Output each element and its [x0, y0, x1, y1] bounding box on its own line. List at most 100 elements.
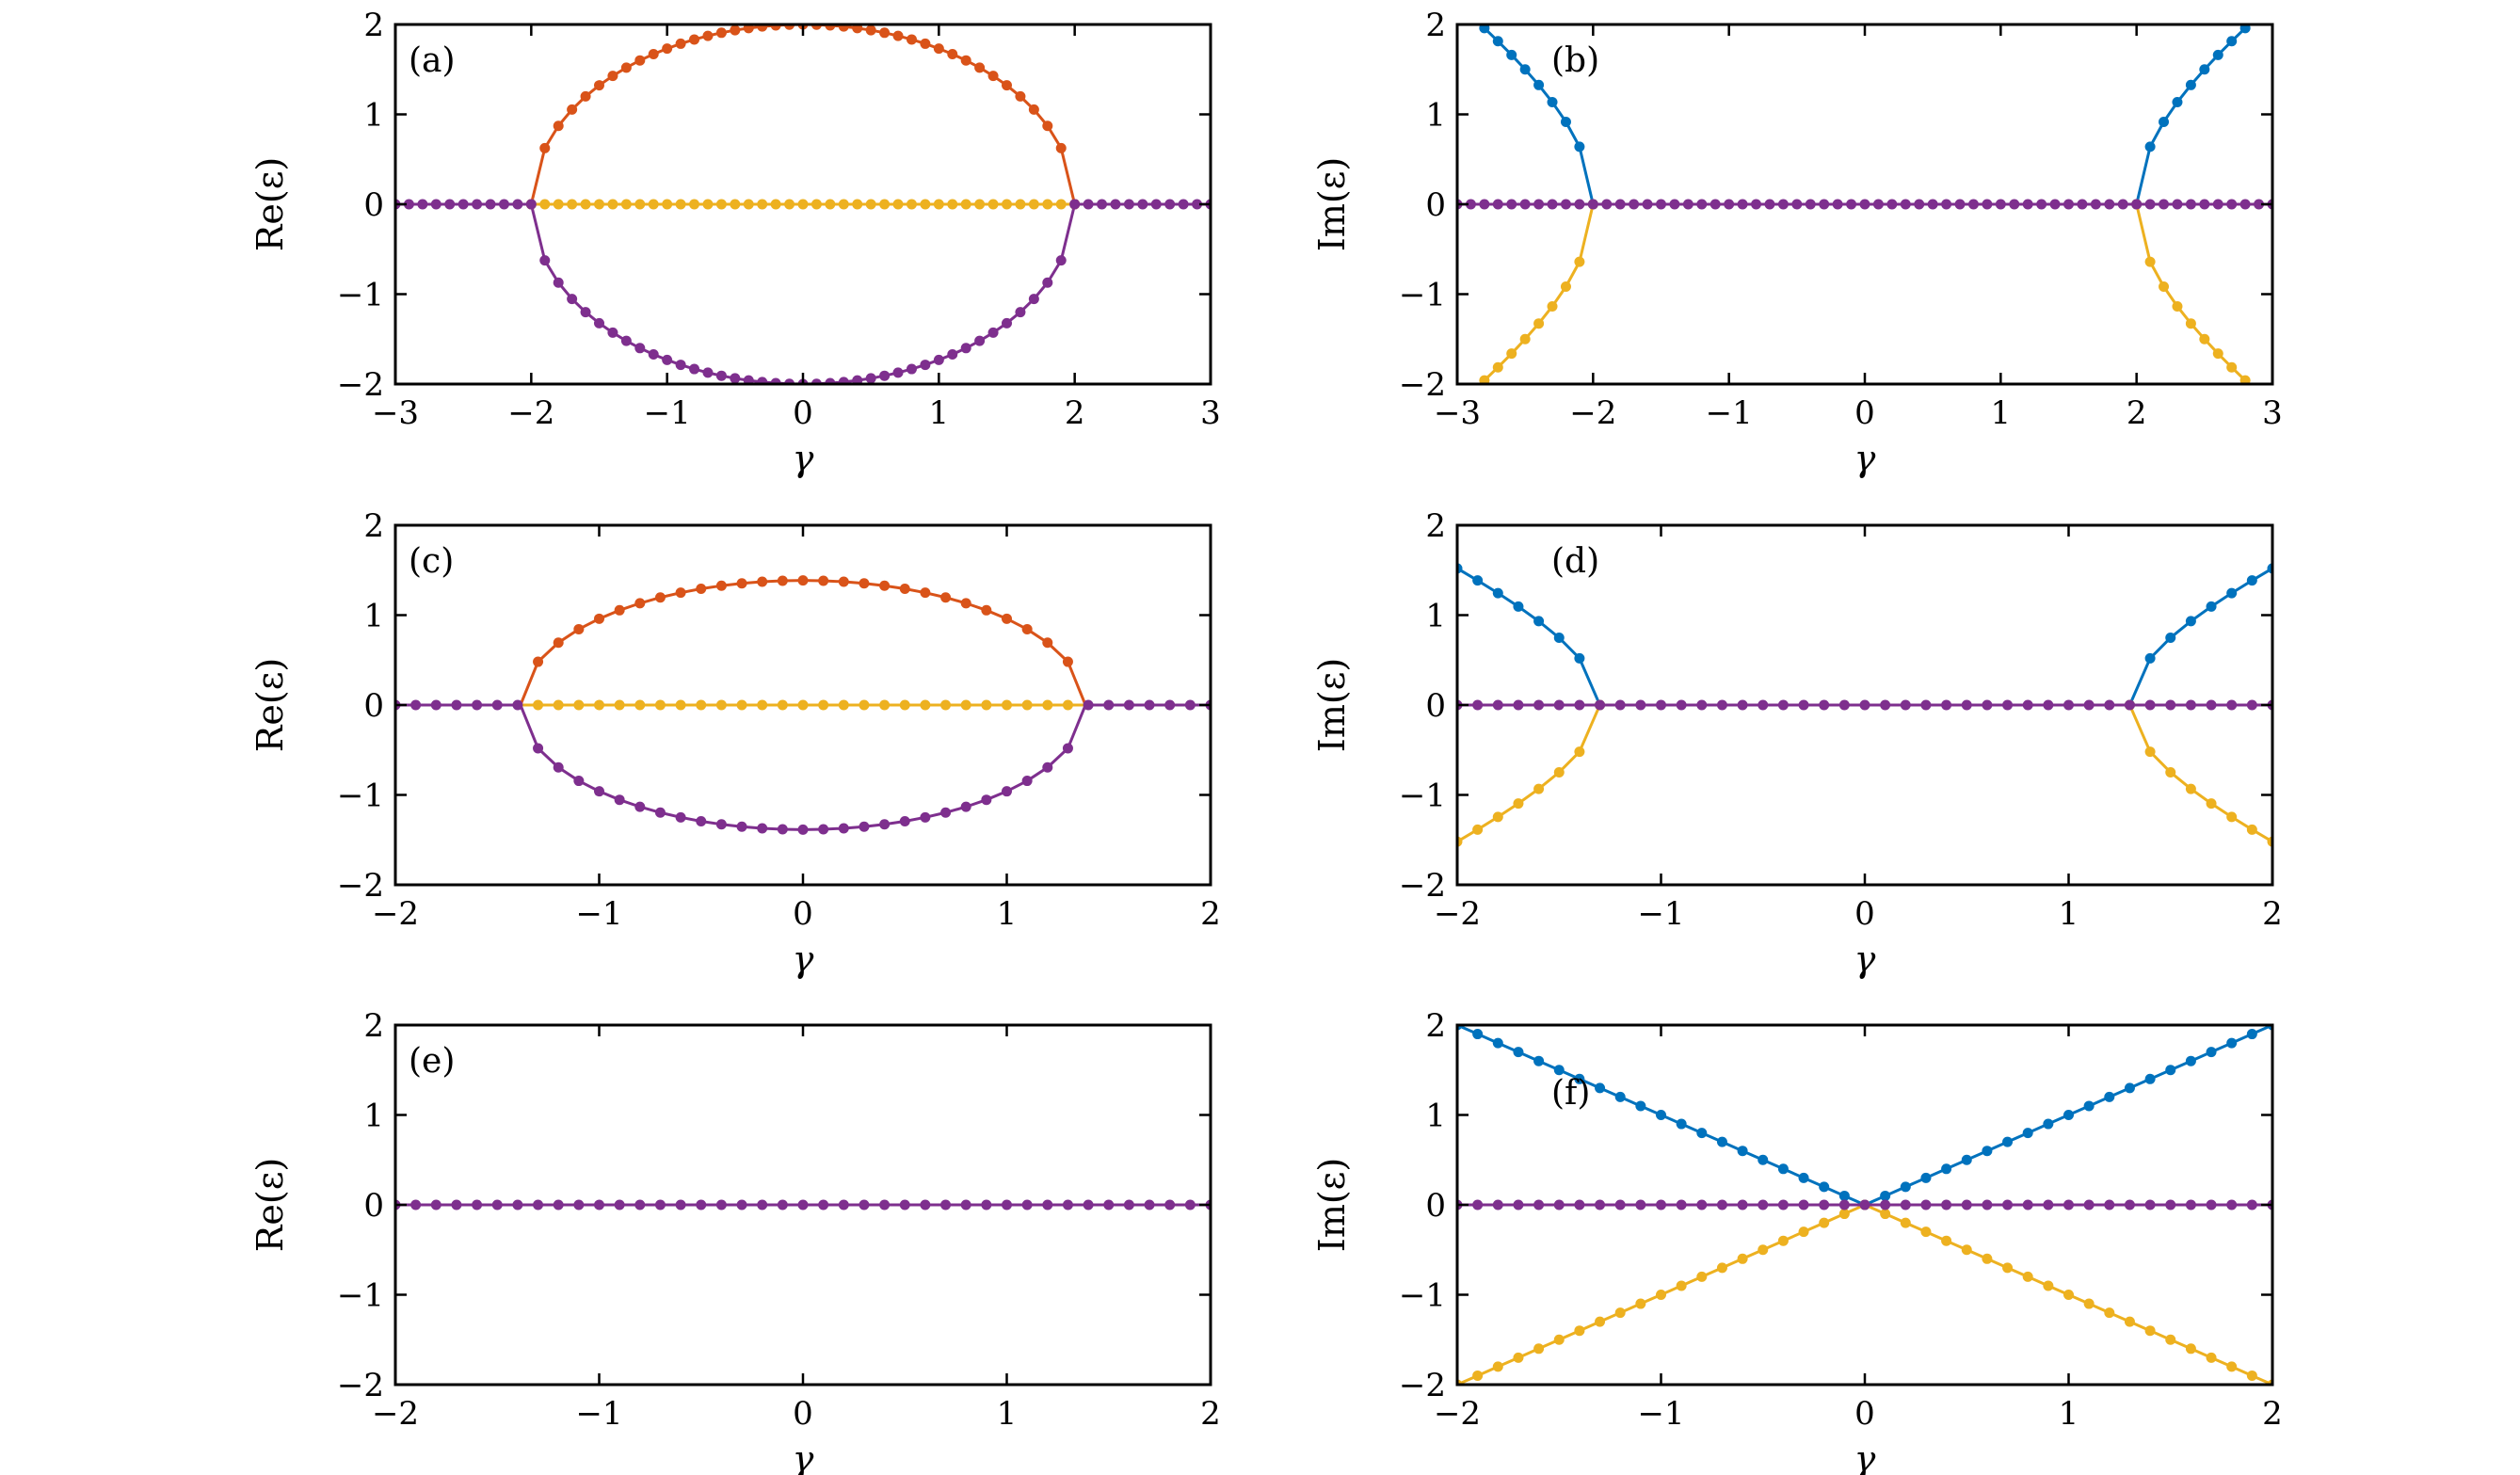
data-point [2199, 333, 2210, 345]
data-point [1021, 699, 1033, 711]
data-point [2226, 1361, 2238, 1372]
data-point [472, 699, 483, 711]
data-point [1614, 199, 1626, 210]
data-point [654, 1199, 666, 1210]
data-point [1961, 1154, 1972, 1165]
data-point [2022, 699, 2033, 711]
data-point [933, 199, 944, 210]
data-point [2144, 1325, 2156, 1337]
data-point [2077, 199, 2088, 210]
data-point [1553, 1334, 1565, 1345]
data-point [1819, 199, 1830, 210]
data-point [1492, 199, 1503, 210]
data-point [580, 199, 591, 210]
data-point [1513, 1352, 1524, 1363]
data-point [662, 199, 673, 210]
data-point [1192, 199, 1203, 210]
data-point [654, 699, 666, 711]
data-point [2083, 1100, 2095, 1112]
data-point [2063, 699, 2074, 711]
data-point [715, 199, 727, 210]
x-tick-label: 0 [793, 394, 813, 432]
data-point [594, 199, 604, 210]
data-point [736, 578, 747, 589]
data-point [1846, 199, 1857, 210]
data-point [2212, 199, 2223, 210]
data-point [539, 255, 551, 266]
x-tick-label: 2 [2127, 394, 2147, 432]
data-point [702, 367, 714, 378]
x-tick-label: −1 [1637, 895, 1684, 933]
series-line [519, 579, 1087, 706]
data-point [838, 24, 849, 32]
data-point [1758, 699, 1769, 711]
data-point [1533, 1055, 1545, 1066]
data-point [1028, 294, 1039, 305]
data-point [634, 598, 646, 609]
data-point [1547, 199, 1558, 210]
data-point [525, 199, 537, 210]
data-point [410, 699, 422, 711]
x-tick-label: 1 [1991, 394, 2012, 432]
data-point [1062, 1199, 1073, 1210]
data-point [2144, 1073, 2156, 1084]
data-point [1961, 1244, 1972, 1256]
data-point [472, 1199, 483, 1210]
data-point [1453, 0, 1463, 8]
data-point [2002, 1136, 2014, 1147]
data-point [940, 807, 952, 818]
data-point [743, 24, 754, 34]
data-point [2239, 199, 2251, 210]
data-point [512, 699, 523, 711]
data-point [1758, 1199, 1769, 1210]
data-point [2043, 1199, 2054, 1210]
data-point [1123, 1199, 1134, 1210]
data-point [1506, 199, 1517, 210]
plot-area [1453, 0, 2272, 384]
data-point [1595, 699, 1606, 711]
data-point [1533, 616, 1545, 627]
data-point [2212, 49, 2223, 60]
x-axis-label: γ [1854, 438, 1876, 479]
data-point [2165, 1334, 2176, 1345]
data-point [770, 199, 781, 210]
data-point [573, 1199, 585, 1210]
x-tick-label: 3 [1200, 394, 1221, 432]
x-tick-label: −1 [1706, 394, 1753, 432]
data-point [1028, 104, 1039, 115]
data-point [2226, 36, 2238, 47]
data-point [2022, 1271, 2033, 1282]
data-point [696, 1199, 707, 1210]
data-point [696, 699, 707, 711]
y-tick-label: −2 [337, 867, 384, 905]
x-tick-label: 2 [1200, 1395, 1221, 1433]
data-point [2002, 699, 2014, 711]
data-point [2124, 1316, 2135, 1327]
data-point [1021, 776, 1033, 787]
data-point [1506, 348, 1517, 360]
data-point [730, 199, 741, 210]
data-point [825, 24, 836, 31]
data-point [2144, 141, 2156, 152]
x-tick-label: 2 [1200, 895, 1221, 933]
data-point [1002, 786, 1012, 797]
data-point [2002, 1262, 2014, 1274]
data-point [1982, 1199, 1993, 1210]
y-tick-label: 2 [1425, 507, 1446, 545]
data-point [2159, 199, 2170, 210]
data-point [892, 30, 904, 41]
data-point [2009, 199, 2020, 210]
data-point [1574, 1073, 1585, 1084]
data-point [1900, 1199, 1911, 1210]
data-point [1055, 255, 1067, 266]
series-line [519, 704, 1087, 831]
data-point [920, 38, 931, 49]
x-axis-label: γ [1854, 938, 1876, 980]
data-point [594, 317, 604, 329]
data-point [1533, 79, 1545, 90]
data-point [987, 199, 999, 210]
data-point [1859, 1199, 1870, 1210]
data-point [1777, 699, 1789, 711]
data-point [2226, 1037, 2238, 1049]
data-point [1954, 199, 1966, 210]
